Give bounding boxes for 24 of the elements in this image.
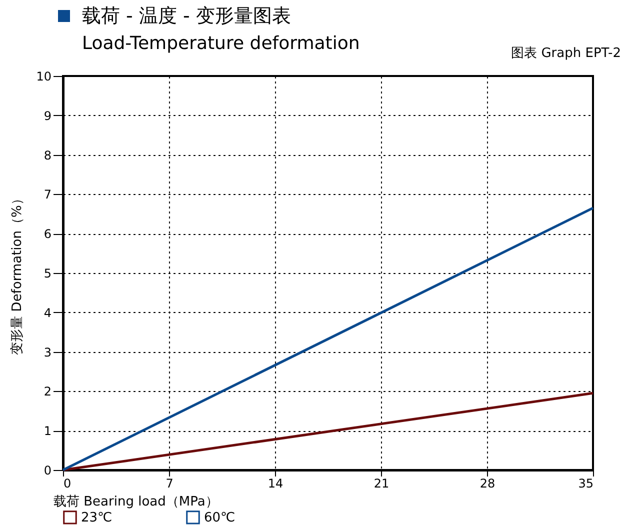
- legend-label: 23℃: [81, 510, 112, 526]
- y-tick-label: 4: [44, 306, 52, 320]
- y-tick-label: 0: [44, 464, 52, 478]
- y-tick-label: 8: [44, 148, 52, 162]
- y-tick-label: 3: [44, 345, 52, 360]
- chart-title: 载荷 - 温度 - 变形量图表: [82, 4, 291, 29]
- y-tick-label: 6: [44, 227, 52, 242]
- y-tick-label: 2: [44, 384, 52, 399]
- text: 图表 Graph EPT-2: [511, 46, 621, 61]
- legend-label: 60℃: [204, 510, 236, 526]
- x-axis-title: 载荷 Bearing load（MPa）: [54, 494, 218, 510]
- y-tick-label: 1: [44, 424, 52, 438]
- y-tick-label: 10: [36, 70, 52, 84]
- x-tick-label: 21: [374, 476, 390, 490]
- x-tick-label: 0: [64, 476, 72, 490]
- chart-subtitle: Load-Temperature deformation: [82, 33, 360, 54]
- x-tick-label: 35: [578, 476, 594, 490]
- x-tick-label: 28: [480, 476, 496, 490]
- y-tick-label: 5: [44, 266, 52, 280]
- x-tick-label: 7: [166, 476, 174, 490]
- y-tick-label: 9: [44, 108, 52, 123]
- y-axis-title: 变形量 Deformation（%）: [10, 192, 26, 355]
- x-tick-label: 14: [268, 476, 284, 490]
- y-tick-label: 7: [44, 188, 52, 202]
